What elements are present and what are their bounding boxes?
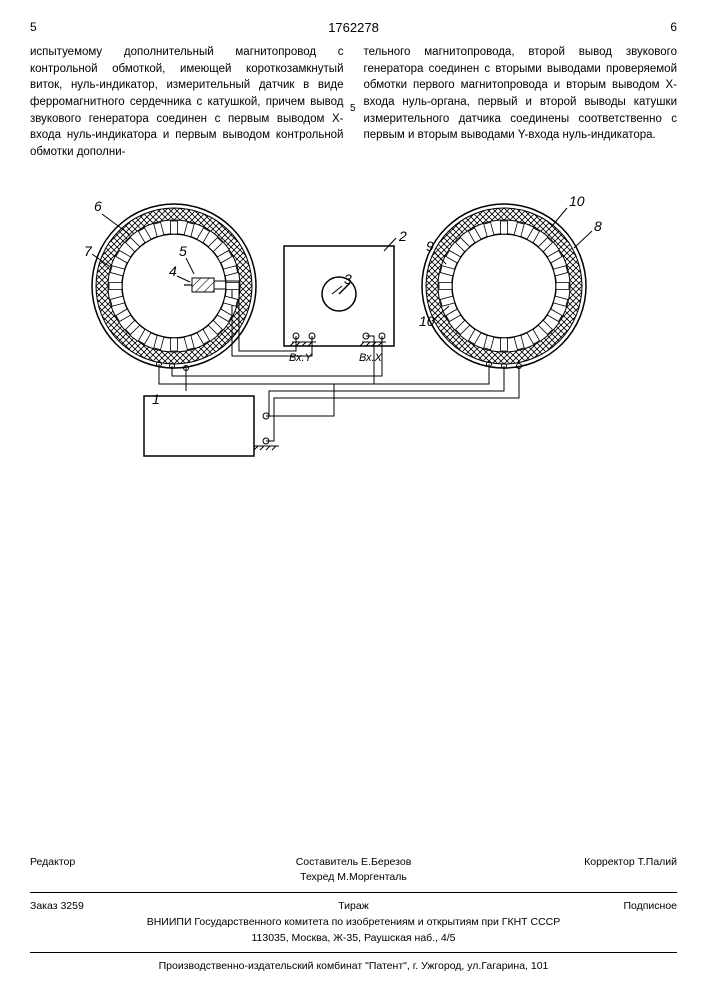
label-vxy: Вх.Y <box>289 352 313 364</box>
label-5: 5 <box>179 243 187 259</box>
label-9: 9 <box>426 238 434 254</box>
label-vxx: Вх.X <box>359 352 383 364</box>
order: Заказ 3259 <box>30 899 246 915</box>
techred: Техред М.Моргенталь <box>246 870 462 886</box>
label-3: 3 <box>344 271 352 287</box>
label-6: 6 <box>94 198 102 214</box>
col2-text: тельного магнитопровода, второй вывод зв… <box>364 46 678 141</box>
org: ВНИИПИ Государственного комитета по изоб… <box>30 915 677 931</box>
compiler: Составитель Е.Березов <box>246 855 462 871</box>
label-8: 8 <box>594 218 602 234</box>
podpis: Подписное <box>461 899 677 915</box>
addr: 113035, Москва, Ж-35, Раушская наб., 4/5 <box>30 931 677 947</box>
label-2: 2 <box>398 228 407 244</box>
schematic-figure: 6 7 5 4 2 3 1 10 8 9 10 <box>30 176 677 476</box>
page-num-left: 5 <box>30 20 37 34</box>
footer: Редактор Составитель Е.Березов Техред М.… <box>30 855 677 976</box>
patent-number: 1762278 <box>328 20 379 35</box>
label-7: 7 <box>84 243 93 259</box>
body-text: испытуемому дополнительный магнитопровод… <box>30 44 677 161</box>
divider <box>30 892 677 893</box>
label-4: 4 <box>169 263 177 279</box>
label-1: 1 <box>152 391 160 407</box>
col1-text: испытуемому дополнительный магнитопровод… <box>30 46 344 158</box>
corrector: Корректор Т.Палий <box>461 855 677 887</box>
editor: Редактор <box>30 855 246 887</box>
printer: Производственно-издательский комбинат "П… <box>30 959 677 975</box>
page-num-right: 6 <box>670 20 677 34</box>
line-number: 5 <box>350 102 356 117</box>
tirazh: Тираж <box>246 899 462 915</box>
label-10a: 10 <box>569 193 585 209</box>
divider2 <box>30 952 677 953</box>
